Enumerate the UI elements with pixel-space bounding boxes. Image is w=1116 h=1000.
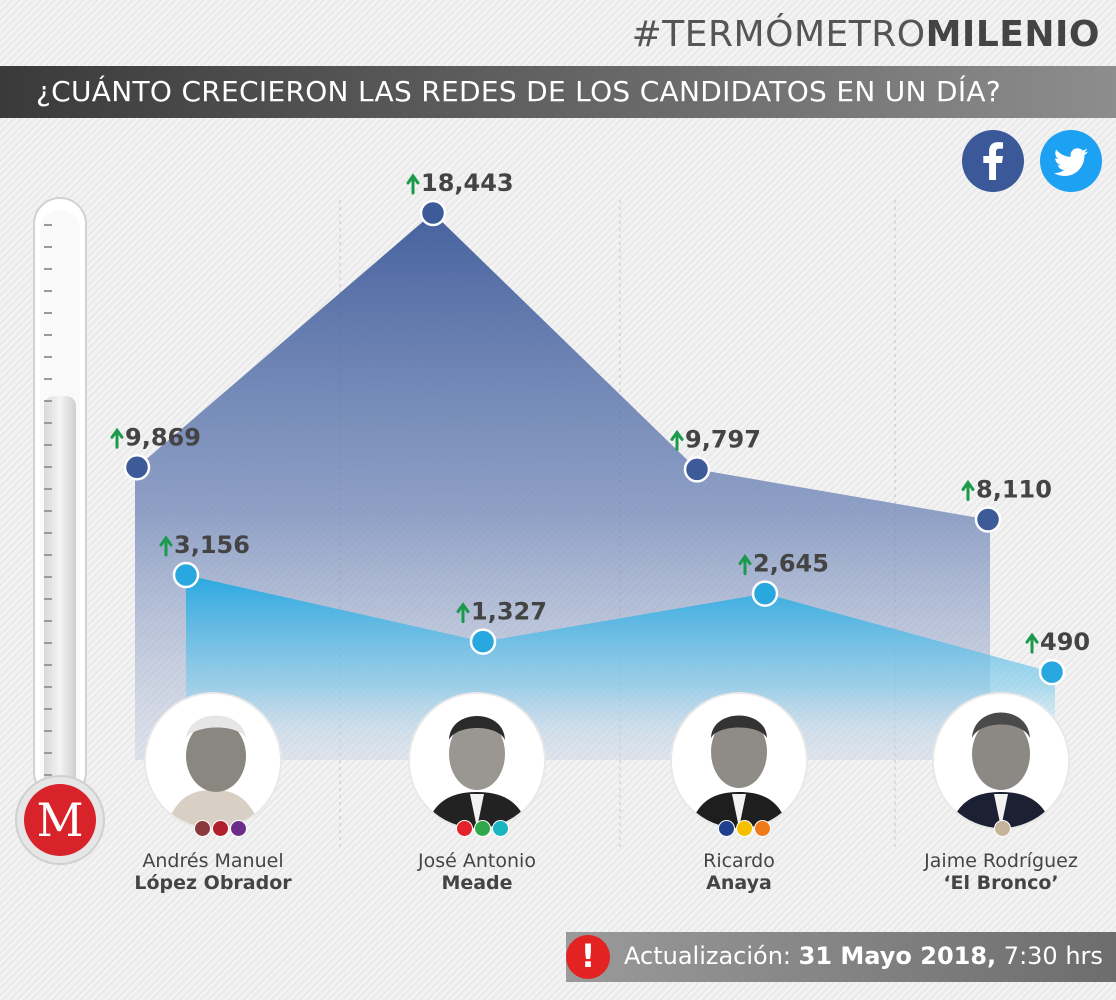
up-arrow-icon <box>738 554 752 576</box>
party-dot <box>474 820 491 837</box>
candidate-photo-2 <box>410 694 544 828</box>
up-arrow-icon <box>159 535 173 557</box>
twitter-data-point <box>751 580 779 607</box>
candidate-last-name: Meade <box>441 872 513 894</box>
candidate-name-1: Andrés Manuel López Obrador <box>93 850 333 894</box>
candidate-photo-4 <box>934 694 1068 828</box>
twitter-data-label: 3,156 <box>174 531 250 559</box>
up-arrow-icon <box>670 429 684 451</box>
thermometer-fill <box>44 396 76 796</box>
candidate-first-name: Jaime Rodríguez <box>924 850 1078 872</box>
candidate-last-name: López Obrador <box>134 872 292 894</box>
avatar <box>410 694 544 828</box>
candidate-last-name: ‘El Bronco’ <box>943 872 1059 894</box>
party-dot <box>194 820 211 837</box>
brand-title: #TERMÓMETROMILENIO <box>632 14 1100 55</box>
avatar <box>934 694 1068 828</box>
avatar <box>146 694 280 828</box>
candidate-name-2: José Antonio Meade <box>357 850 597 894</box>
party-dot <box>718 820 735 837</box>
facebook-icon <box>962 130 1024 192</box>
candidate-name-3: Ricardo Anaya <box>619 850 859 894</box>
brand-bold: MILENIO <box>925 14 1100 55</box>
facebook-data-point <box>123 454 151 481</box>
candidate-photo-3 <box>672 694 806 828</box>
update-label: Actualización: <box>624 942 792 970</box>
candidate-name-4: Jaime Rodríguez ‘El Bronco’ <box>881 850 1116 894</box>
alert-symbol: ! <box>580 937 596 975</box>
update-date: 31 Mayo 2018, <box>798 942 997 970</box>
party-dot <box>754 820 771 837</box>
brand-light: #TERMÓMETRO <box>631 14 926 55</box>
party-dots-1 <box>194 820 247 837</box>
facebook-data-label: 8,110 <box>976 475 1052 503</box>
candidate-last-name: Anaya <box>706 872 772 894</box>
alert-icon: ! <box>566 935 610 979</box>
party-dot <box>492 820 509 837</box>
candidate-first-name: Andrés Manuel <box>142 850 284 872</box>
up-arrow-icon <box>406 173 420 195</box>
milenio-logo-letter: M <box>36 793 83 847</box>
facebook-data-label: 9,797 <box>685 425 761 453</box>
update-time: 7:30 hrs <box>1003 942 1103 970</box>
twitter-data-point <box>469 628 497 655</box>
chart-title: ¿CUÁNTO CRECIERON LAS REDES DE LOS CANDI… <box>36 75 1002 108</box>
update-banner: ! Actualización: 31 Mayo 2018, 7:30 hrs <box>566 932 1116 982</box>
twitter-data-point <box>1038 658 1066 686</box>
party-dot <box>456 820 473 837</box>
twitter-data-point <box>172 561 200 589</box>
facebook-data-point <box>974 506 1002 533</box>
candidate-first-name: Ricardo <box>703 850 775 872</box>
facebook-data-label: 18,443 <box>421 169 514 197</box>
party-dots-3 <box>718 820 771 837</box>
party-dots-4 <box>994 820 1011 837</box>
facebook-data-label: 9,869 <box>125 423 201 451</box>
candidate-photo-1 <box>146 694 280 828</box>
avatar <box>672 694 806 828</box>
up-arrow-icon <box>110 427 124 449</box>
milenio-logo-icon <box>24 784 96 856</box>
party-dot <box>212 820 229 837</box>
twitter-data-label: 490 <box>1040 628 1090 656</box>
party-dots-2 <box>456 820 509 837</box>
thermometer-ticks <box>44 224 52 776</box>
party-dot <box>736 820 753 837</box>
twitter-data-label: 1,327 <box>471 598 547 626</box>
candidate-first-name: José Antonio <box>418 850 536 872</box>
title-bar: ¿CUÁNTO CRECIERON LAS REDES DE LOS CANDI… <box>0 66 1116 118</box>
facebook-data-point <box>683 456 711 483</box>
twitter-data-label: 2,645 <box>753 550 829 578</box>
party-dot <box>230 820 247 837</box>
up-arrow-icon <box>961 479 975 501</box>
twitter-series-area <box>186 575 1055 760</box>
twitter-icon <box>1040 130 1102 192</box>
up-arrow-icon <box>456 602 470 624</box>
update-text: Actualización: 31 Mayo 2018, 7:30 hrs <box>624 942 1103 970</box>
up-arrow-icon <box>1025 632 1039 654</box>
party-dot <box>994 820 1011 837</box>
facebook-data-point <box>419 199 447 227</box>
